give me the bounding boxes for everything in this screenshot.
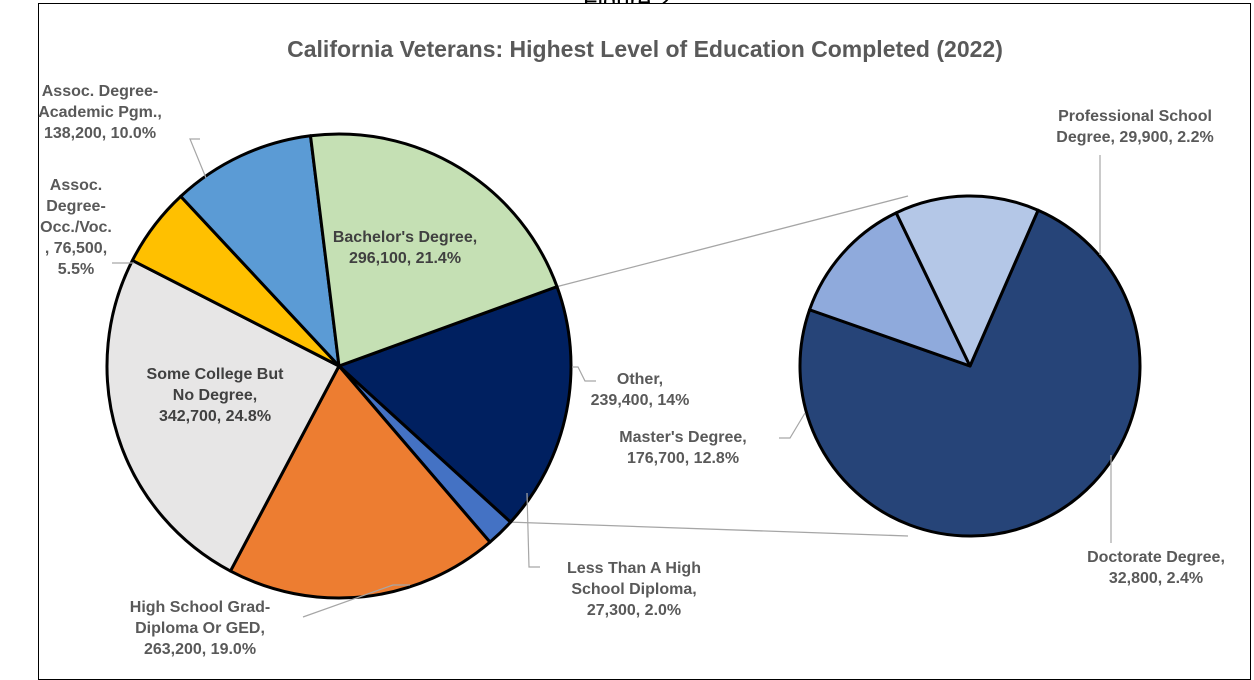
data-label-other: Other, 239,400, 14%	[591, 371, 690, 409]
data-label-line: Assoc.	[50, 177, 102, 194]
data-label-line: Bachelor's Degree,	[333, 229, 477, 246]
data-label-line: Degree, 29,900, 2.2%	[1056, 129, 1213, 146]
data-label-line: Degree-	[46, 198, 106, 215]
connector-top	[556, 195, 909, 288]
slice-hsgrad	[228, 364, 492, 600]
data-label-doctorate: Doctorate Degree, 32,800, 2.4%	[1087, 549, 1225, 587]
data-label-assocvoc: Assoc. Degree- Occ./Voc. , 76,500, 5.5%	[40, 177, 112, 278]
data-label-line: Academic Pgm.,	[38, 104, 162, 121]
data-label-hsgrad: High School Grad- Diploma Or GED, 263,200,…	[130, 599, 270, 658]
data-label-line: Doctorate Degree,	[1087, 549, 1225, 566]
data-label-line: , 76,500,	[45, 240, 107, 257]
slice-bachelor	[309, 132, 559, 368]
data-label-line: Assoc. Degree-	[42, 83, 159, 100]
data-label-somecollege: Some College But No Degree, 342,700, 24.8%	[147, 366, 285, 425]
data-label-professional: Professional School Degree, 29,900, 2.2%	[1056, 108, 1213, 146]
leader-assocacad	[189, 138, 207, 179]
leader-other	[572, 366, 596, 382]
data-label-line: Diploma Or GED,	[135, 620, 265, 637]
data-label-bachelor: Bachelor's Degree, 296,100, 21.4%	[333, 229, 477, 267]
data-label-line: Occ./Voc.	[40, 219, 112, 236]
data-label-line: 239,400, 14%	[591, 392, 690, 409]
data-label-line: 342,700, 24.8%	[159, 408, 271, 425]
data-label-line: 296,100, 21.4%	[349, 250, 461, 267]
data-label-line: Other,	[617, 371, 663, 388]
data-label-line: 32,800, 2.4%	[1109, 570, 1203, 587]
data-label-assocacad: Assoc. Degree- Academic Pgm., 138,200, 10.…	[38, 83, 162, 142]
leader-masters	[779, 412, 806, 439]
leader-hsgrad	[302, 584, 410, 618]
slice-assocacad	[179, 134, 341, 368]
leader-lths	[526, 492, 540, 568]
data-label-line: Professional School	[1058, 108, 1212, 125]
data-label-line: Master's Degree,	[619, 429, 746, 446]
data-label-line: Less Than A High	[567, 560, 701, 577]
data-label-line: High School Grad-	[130, 599, 270, 616]
data-label-line: 27,300, 2.0%	[587, 602, 681, 619]
data-label-line: 176,700, 12.8%	[627, 450, 739, 467]
chart-title: California Veterans: Highest Level of Ed…	[287, 36, 1003, 62]
data-label-line: School Diploma,	[571, 581, 696, 598]
data-label-line: No Degree,	[173, 387, 257, 404]
connector-bottom	[510, 521, 909, 537]
data-label-lths: Less Than A High School Diploma, 27,300, 2…	[567, 560, 701, 619]
sub-slice-doctorate	[894, 194, 1040, 368]
sub-slice-professional	[808, 211, 972, 368]
data-label-line: 138,200, 10.0%	[44, 125, 156, 142]
data-label-line: 5.5%	[58, 261, 94, 278]
slice-somecollege	[105, 258, 341, 573]
data-label-line: Some College But	[147, 366, 285, 383]
data-label-masters: Master's Degree, 176,700, 12.8%	[619, 429, 746, 467]
sub-slice-masters	[798, 208, 1142, 538]
data-label-line: 263,200, 19.0%	[144, 641, 256, 658]
